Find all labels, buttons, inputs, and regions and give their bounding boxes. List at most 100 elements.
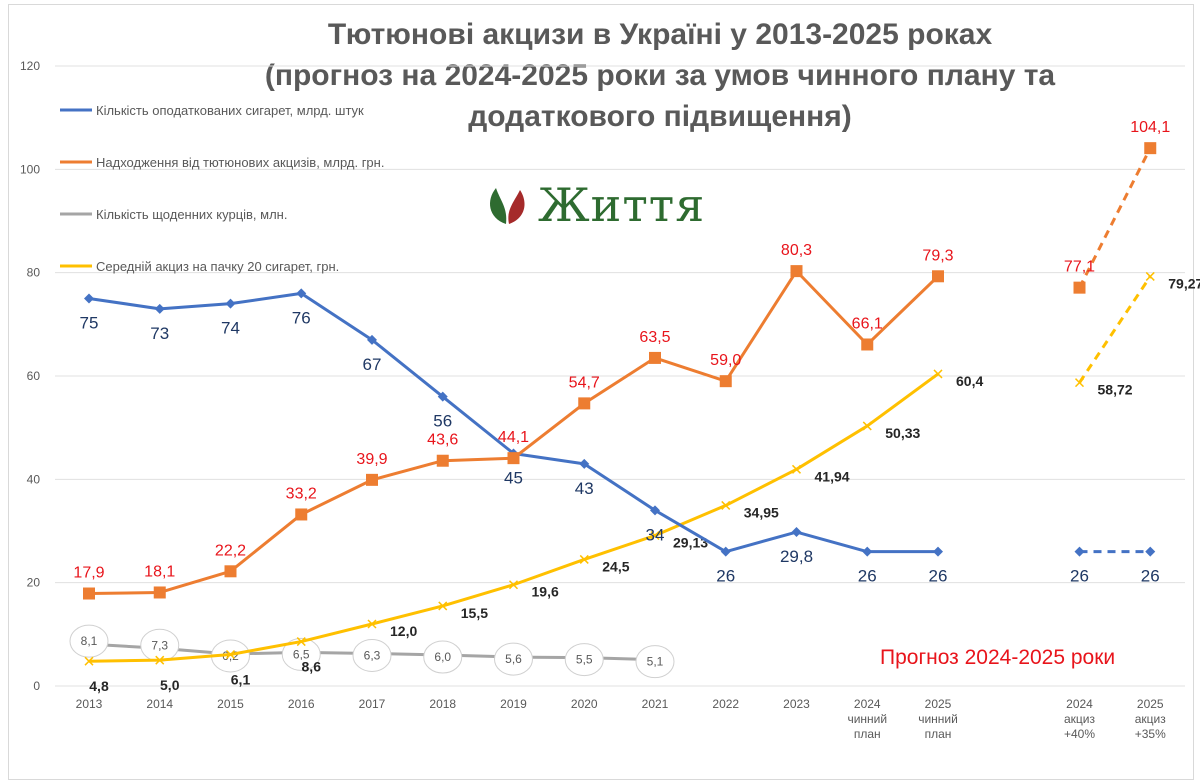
data-label-excise: 34,95 bbox=[744, 504, 779, 520]
title-line-3: додаткового підвищення) bbox=[468, 100, 852, 133]
data-label-bubble bbox=[494, 642, 533, 676]
data-label-excise: 60,4 bbox=[956, 373, 983, 389]
data-label-revenue: 18,1 bbox=[144, 563, 175, 580]
data-point-diamond bbox=[154, 303, 165, 314]
data-label-bubble bbox=[564, 643, 604, 677]
y-tick-label: 20 bbox=[27, 576, 41, 590]
data-label-revenue: 22,2 bbox=[215, 542, 246, 559]
data-label-cigarettes: 74 bbox=[221, 319, 240, 338]
data-point-square bbox=[83, 587, 95, 600]
data-label-excise: 41,94 bbox=[815, 468, 850, 484]
data-label-bubble bbox=[281, 637, 321, 671]
x-tick-label: акциз bbox=[1135, 712, 1167, 726]
x-tick-label: чинний bbox=[847, 712, 887, 726]
data-point-diamond bbox=[650, 505, 660, 516]
leaf-logo-icon bbox=[490, 188, 525, 224]
data-label-excise: 79,27 bbox=[1168, 275, 1200, 291]
logo: Життя bbox=[484, 178, 705, 232]
data-point-x bbox=[933, 369, 943, 379]
data-point-x bbox=[1145, 271, 1155, 281]
legend-label: Середній акциз на пачку 20 сигарет, грн. bbox=[96, 259, 339, 274]
data-label-revenue: 44,1 bbox=[498, 429, 529, 446]
y-tick-label: 0 bbox=[33, 679, 40, 693]
x-tick-label: 2023 bbox=[783, 697, 810, 711]
data-label-excise: 24,5 bbox=[602, 558, 629, 574]
data-point-x bbox=[862, 421, 872, 431]
logo-text: Життя bbox=[538, 178, 706, 232]
data-point-square bbox=[295, 508, 308, 521]
data-label-excise: 15,5 bbox=[461, 605, 488, 621]
data-point-square bbox=[649, 351, 661, 364]
x-tick-label: 2020 bbox=[571, 697, 598, 711]
x-tick-label: 2024 bbox=[1066, 697, 1093, 711]
data-point-diamond bbox=[1074, 546, 1085, 557]
data-point-x bbox=[579, 554, 589, 564]
data-point-square bbox=[861, 338, 874, 351]
series-forecast-line-3 bbox=[1078, 275, 1152, 384]
data-point-square bbox=[719, 375, 732, 388]
title-line-2: (прогноз на 2024-2025 роки за умов чинно… bbox=[264, 59, 1056, 92]
data-label-revenue: 33,2 bbox=[286, 485, 317, 502]
data-label-smokers: 8,1 bbox=[81, 634, 98, 648]
x-tick-label: 2021 bbox=[642, 697, 669, 711]
legend-label: Кількість оподаткованих сигарет, млрд. ш… bbox=[96, 103, 364, 118]
data-label-smokers: 5,1 bbox=[647, 655, 664, 669]
data-label-revenue: 63,5 bbox=[639, 329, 670, 346]
x-tick-label: чинний bbox=[918, 712, 958, 726]
data-point-x bbox=[721, 500, 731, 510]
data-point-x bbox=[225, 649, 236, 660]
x-tick-label: 2018 bbox=[429, 697, 456, 711]
data-label-cigarettes: 29,8 bbox=[780, 547, 813, 566]
data-point-diamond bbox=[296, 288, 307, 299]
data-point-diamond bbox=[1145, 546, 1156, 557]
data-point-diamond bbox=[579, 458, 590, 469]
data-point-x bbox=[84, 656, 94, 666]
y-tick-label: 80 bbox=[27, 266, 41, 280]
data-label-revenue: 80,3 bbox=[781, 242, 812, 259]
data-label-cigarettes: 75 bbox=[80, 314, 99, 333]
x-tick-label: +35% bbox=[1135, 727, 1166, 741]
data-label-revenue: 39,9 bbox=[356, 451, 387, 468]
data-label-cigarettes: 45 bbox=[504, 469, 523, 488]
x-tick-label: 2019 bbox=[500, 697, 527, 711]
data-label-revenue: 77,1 bbox=[1064, 259, 1095, 276]
x-tick-label: 2015 bbox=[217, 697, 244, 711]
data-point-x bbox=[438, 601, 448, 611]
data-label-cigarettes: 73 bbox=[150, 324, 169, 343]
data-label-excise: 8,6 bbox=[302, 659, 322, 675]
data-label-revenue: 54,7 bbox=[569, 374, 600, 391]
chart-frame bbox=[8, 4, 1194, 780]
data-label-excise: 50,33 bbox=[885, 425, 920, 441]
data-point-square bbox=[366, 473, 378, 486]
data-point-square bbox=[507, 452, 520, 465]
data-point-diamond bbox=[791, 527, 802, 538]
x-tick-label: 2025 bbox=[925, 697, 952, 711]
x-tick-label: 2016 bbox=[288, 697, 315, 711]
data-label-smokers: 6,5 bbox=[293, 647, 310, 661]
data-label-excise: 58,72 bbox=[1098, 382, 1133, 398]
data-label-revenue: 104,1 bbox=[1130, 119, 1170, 136]
data-label-smokers: 5,6 bbox=[505, 652, 522, 666]
data-point-square bbox=[790, 265, 803, 278]
data-label-smokers: 7,3 bbox=[151, 638, 168, 652]
data-label-cigarettes: 26 bbox=[858, 567, 877, 586]
data-label-revenue: 17,9 bbox=[73, 565, 104, 582]
data-label-excise: 19,6 bbox=[532, 584, 559, 600]
y-tick-label: 40 bbox=[27, 472, 41, 486]
data-label-cigarettes: 56 bbox=[433, 412, 452, 431]
data-label-cigarettes: 67 bbox=[363, 355, 382, 374]
data-label-bubble bbox=[423, 640, 463, 674]
data-point-diamond bbox=[933, 546, 943, 557]
data-label-cigarettes: 76 bbox=[292, 308, 311, 327]
data-point-diamond bbox=[720, 546, 731, 557]
chart-title: Тютюнові акцизи в Україні у 2013-2025 ро… bbox=[230, 14, 1090, 137]
data-point-diamond bbox=[367, 334, 377, 345]
data-label-smokers: 6,3 bbox=[364, 648, 381, 662]
forecast-note: Прогноз 2024-2025 роки bbox=[880, 646, 1116, 669]
data-label-revenue: 43,6 bbox=[427, 432, 458, 449]
data-label-excise: 29,13 bbox=[673, 534, 708, 550]
data-label-cigarettes: 43 bbox=[575, 479, 594, 498]
data-label-bubble bbox=[352, 638, 392, 672]
x-tick-label: 2022 bbox=[712, 697, 739, 711]
